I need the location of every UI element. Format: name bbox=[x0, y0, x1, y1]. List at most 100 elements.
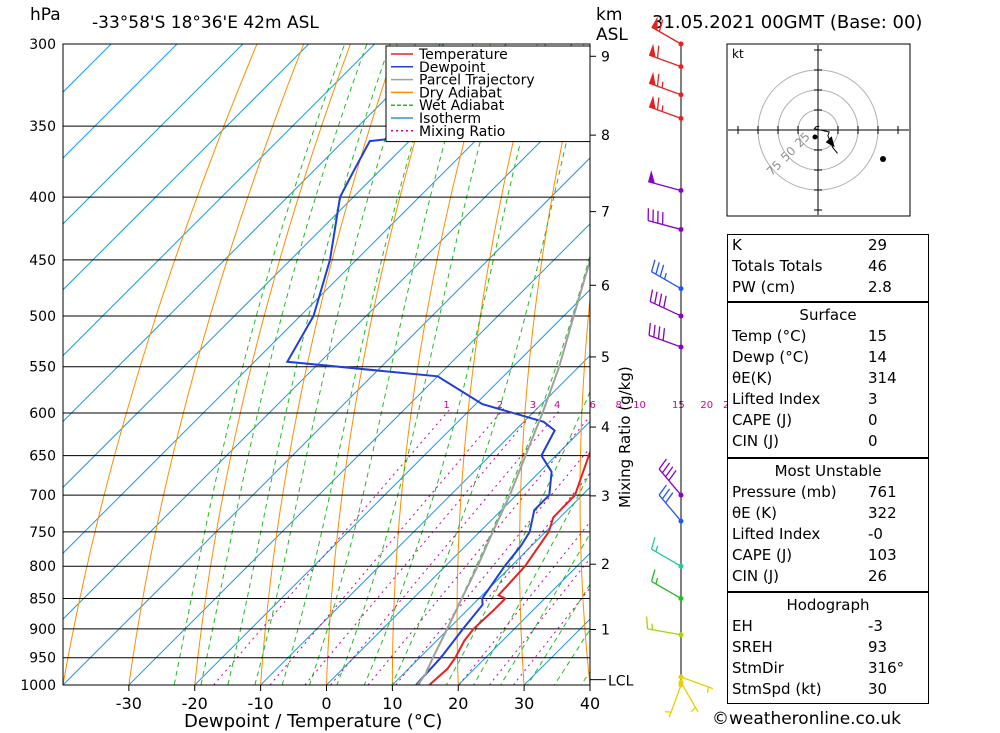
barb-half-feather bbox=[663, 273, 667, 280]
index-value: 30 bbox=[868, 680, 888, 698]
barb-dot bbox=[678, 563, 684, 569]
wet-adiabats bbox=[173, 44, 590, 685]
index-label: PW (cm) bbox=[732, 278, 796, 296]
mixing-ratio-value-label: 3 bbox=[530, 400, 536, 411]
index-value: 761 bbox=[868, 483, 897, 501]
temperature-tick-label: -30 bbox=[116, 694, 142, 713]
barb-feather bbox=[656, 73, 660, 87]
hodograph-unit-label: kt bbox=[732, 47, 744, 61]
barb-feather bbox=[662, 328, 666, 341]
mixing-ratio-line bbox=[304, 408, 538, 685]
barb-pennant bbox=[648, 170, 655, 184]
dry-adiabat-line bbox=[128, 44, 305, 685]
pressure-tick-label: 950 bbox=[29, 651, 56, 667]
index-label: Lifted Index bbox=[732, 390, 821, 408]
hodograph-end-dot bbox=[880, 156, 886, 162]
mixing-ratio-line bbox=[367, 415, 590, 685]
wind-barb bbox=[650, 537, 684, 569]
index-row: EH -3 bbox=[728, 616, 928, 637]
pressure-tick-label: 850 bbox=[29, 591, 56, 607]
footer-credit[interactable]: ©weatheronline.co.uk bbox=[712, 709, 901, 729]
dry-adiabat-line bbox=[456, 44, 538, 685]
height-axis: 1 2 3 4 5 6 7 8 9 LCL bbox=[590, 49, 634, 690]
barb-dot bbox=[678, 313, 684, 319]
mixing-ratio-lines bbox=[213, 408, 590, 685]
barb-shaft bbox=[651, 548, 682, 567]
barb-feather bbox=[661, 462, 671, 474]
index-value: -3 bbox=[868, 617, 883, 635]
wind-barb bbox=[648, 95, 684, 121]
index-row: θE(K) 314 bbox=[728, 368, 928, 389]
pressure-tick-label: 500 bbox=[29, 309, 56, 325]
barb-shaft bbox=[649, 301, 682, 317]
wind-barb bbox=[647, 170, 684, 193]
mixing-ratio-value-label: 10 bbox=[633, 400, 646, 411]
barb-dot bbox=[678, 92, 684, 98]
index-value: 29 bbox=[868, 236, 888, 254]
wet-adiabat-line bbox=[281, 44, 444, 685]
wind-barb bbox=[650, 259, 684, 292]
dewpoint-profile bbox=[285, 98, 590, 685]
legend-entry: Temperature bbox=[418, 47, 508, 63]
barb-dot bbox=[678, 632, 684, 638]
hodograph-trace bbox=[813, 125, 838, 154]
index-row: Totals Totals 46 bbox=[728, 256, 928, 277]
mixing-ratio-value-label: 15 bbox=[672, 400, 685, 411]
location-title: -33°58'S 18°36'E 42m ASL bbox=[92, 13, 319, 33]
index-value: 14 bbox=[868, 348, 888, 366]
wind-barb bbox=[678, 679, 699, 713]
wind-barb bbox=[664, 682, 684, 718]
index-label: CIN (J) bbox=[732, 432, 780, 450]
barb-pennant bbox=[649, 95, 656, 110]
temperature-tick-label: 0 bbox=[321, 694, 331, 713]
site-link[interactable]: weatheronline.co.uk bbox=[729, 709, 902, 729]
isotherm-line bbox=[63, 44, 112, 93]
wind-barb bbox=[658, 458, 684, 498]
barb-dot bbox=[678, 115, 684, 121]
pressure-tick-label: 750 bbox=[29, 525, 56, 541]
barb-feather bbox=[645, 616, 649, 629]
indices-top-box: K 29 Totals Totals 46 PW (cm) 2.8 bbox=[727, 234, 929, 302]
index-label: CAPE (J) bbox=[732, 546, 793, 564]
wind-barb bbox=[651, 16, 684, 47]
surface-box: Surface Temp (°C) 15 Dewp (°C) 14 θE(K) 314 Lif… bbox=[727, 302, 929, 458]
pressure-axis: 300 350 400 450 500 550 600 650 700 750 800 850 900 9… bbox=[20, 37, 56, 694]
asl-unit-label: ASL bbox=[596, 25, 628, 45]
barb-shaft bbox=[680, 682, 699, 713]
barb-pennant bbox=[649, 71, 656, 86]
index-label: Pressure (mb) bbox=[732, 483, 837, 501]
index-row: Lifted Index -0 bbox=[728, 524, 928, 545]
barb-shaft bbox=[658, 468, 682, 496]
barb-shaft bbox=[648, 106, 682, 120]
mixing-ratio-value-label: 20 bbox=[700, 400, 713, 411]
pressure-tick-label: 700 bbox=[29, 488, 56, 504]
barb-feather bbox=[648, 322, 651, 336]
barb-half-feather bbox=[706, 686, 709, 694]
mixing-ratio-value-label: 2 bbox=[497, 400, 503, 411]
barb-dot bbox=[678, 344, 684, 350]
isotherm-line bbox=[63, 44, 376, 357]
barb-feather bbox=[659, 264, 665, 277]
index-label: Dewp (°C) bbox=[732, 348, 810, 366]
barb-feather bbox=[653, 324, 656, 338]
barb-pennant bbox=[651, 16, 658, 31]
storm-motion-marker bbox=[825, 136, 835, 148]
pressure-tick-label: 300 bbox=[29, 37, 56, 53]
most-unstable-title: Most Unstable bbox=[728, 461, 928, 482]
x-axis-label: Dewpoint / Temperature (°C) bbox=[184, 711, 442, 732]
dry-adiabat-line bbox=[63, 44, 258, 685]
wet-adiabat-line bbox=[336, 44, 508, 685]
barb-half-feather bbox=[664, 710, 672, 713]
copyright-symbol: © bbox=[712, 709, 729, 729]
barb-feather bbox=[650, 569, 656, 582]
index-value: 15 bbox=[868, 327, 888, 345]
surface-title: Surface bbox=[728, 305, 928, 326]
wet-adiabat-line bbox=[553, 628, 590, 685]
index-label: CIN (J) bbox=[732, 567, 780, 585]
barb-shaft bbox=[647, 181, 682, 192]
pressure-unit-label: hPa bbox=[30, 5, 61, 25]
index-row: Dewp (°C) 14 bbox=[728, 347, 928, 368]
wet-adiabat-line bbox=[173, 44, 346, 685]
